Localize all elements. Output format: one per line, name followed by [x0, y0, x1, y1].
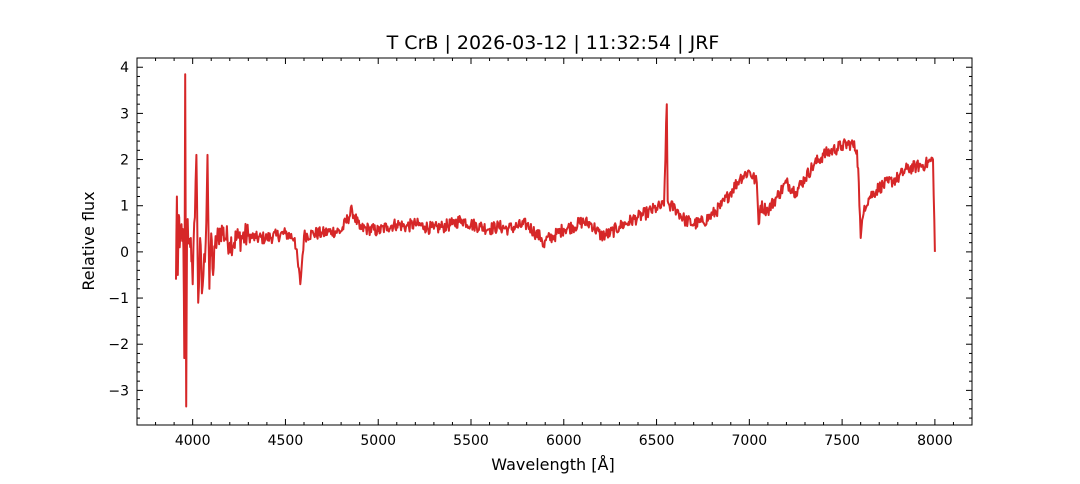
x-tick-label: 7000 [732, 433, 768, 449]
plot-frame [136, 57, 973, 426]
y-tick-label: 0 [120, 245, 129, 261]
y-axis-label: Relative flux [79, 191, 98, 290]
y-tick-label: −1 [108, 291, 129, 307]
x-tick-label: 5500 [453, 433, 489, 449]
y-tick-label: 1 [120, 199, 129, 215]
x-tick-label: 7500 [824, 433, 860, 449]
y-tick-label: 2 [120, 153, 129, 169]
x-tick-label: 6500 [639, 433, 675, 449]
x-tick-label: 4500 [268, 433, 304, 449]
y-tick-label: 3 [120, 106, 129, 122]
x-tick-label: 8000 [917, 433, 953, 449]
x-tick-label: 5000 [360, 433, 396, 449]
x-axis-label: Wavelength [Å] [491, 455, 614, 474]
chart-title: T CrB | 2026-03-12 | 11:32:54 | JRF [386, 32, 720, 54]
y-tick-label: 4 [120, 60, 129, 76]
x-tick-label: 6000 [546, 433, 582, 449]
y-tick-label: −2 [108, 337, 129, 353]
x-tick-label: 4000 [175, 433, 211, 449]
axis-ticks: 4000 4500 5000 5500 6000 6500 7000 7500 8000 −3 −2… [108, 57, 973, 449]
spectrum-line [175, 73, 936, 408]
y-tick-label: −3 [108, 383, 129, 399]
